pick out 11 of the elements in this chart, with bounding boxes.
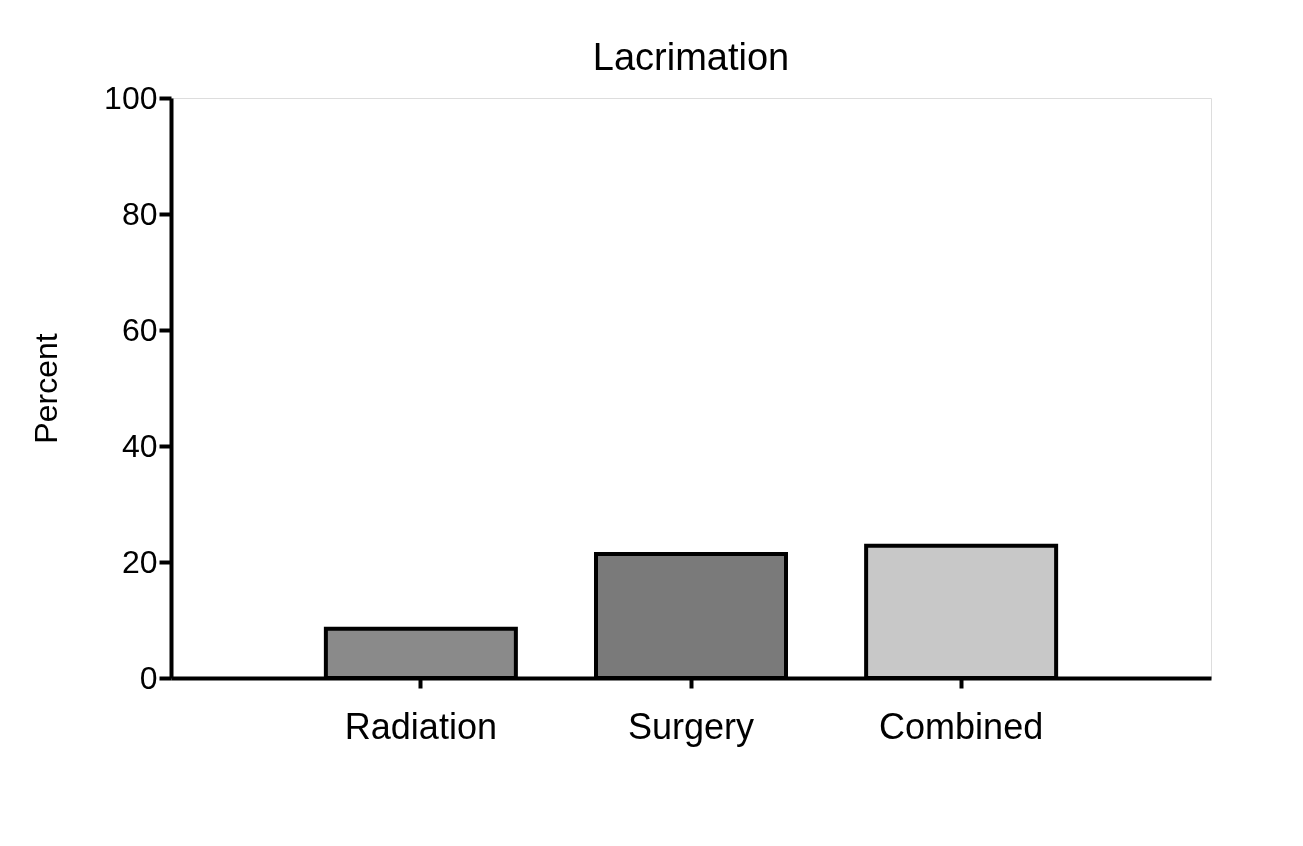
y-axis-title: Percent <box>28 333 65 444</box>
y-tick-label: 80 <box>121 195 158 232</box>
x-tick-label: Radiation <box>344 705 497 747</box>
y-tick-label: 40 <box>121 427 158 464</box>
y-tick-label: 60 <box>121 311 158 348</box>
x-tick-label: Surgery <box>627 705 755 747</box>
y-tick-label: 0 <box>139 659 158 696</box>
x-tick-label: Combined <box>879 705 1044 747</box>
y-tick-label: 100 <box>104 79 158 116</box>
chart-title: Lacrimation <box>592 36 790 78</box>
y-tick-label: 20 <box>121 543 158 580</box>
